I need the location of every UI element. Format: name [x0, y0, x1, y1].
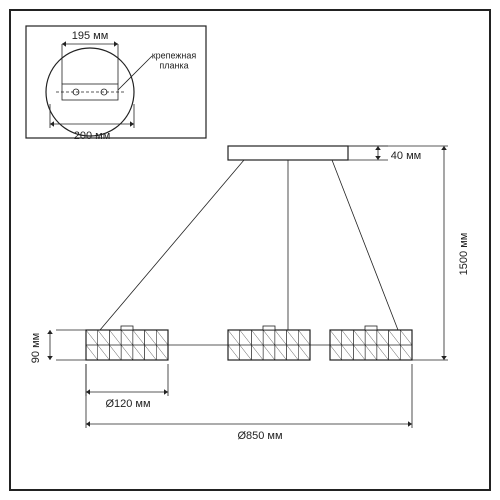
- svg-text:планка: планка: [159, 60, 188, 70]
- svg-text:200 мм: 200 мм: [74, 130, 111, 142]
- diagram-svg: 195 мм крепежнаяпланка 200 мм 40 мм 90 мм Ø12…: [0, 0, 500, 500]
- svg-text:40 мм: 40 мм: [391, 150, 421, 162]
- svg-text:крепежная: крепежная: [152, 50, 197, 60]
- svg-text:90 мм: 90 мм: [30, 333, 42, 363]
- svg-text:1500 мм: 1500 мм: [458, 233, 470, 276]
- diagram-frame: 195 мм крепежнаяпланка 200 мм 40 мм 90 мм Ø12…: [0, 0, 500, 500]
- svg-text:Ø120 мм: Ø120 мм: [105, 398, 150, 410]
- svg-text:Ø850 мм: Ø850 мм: [237, 430, 282, 442]
- svg-text:195 мм: 195 мм: [72, 30, 109, 42]
